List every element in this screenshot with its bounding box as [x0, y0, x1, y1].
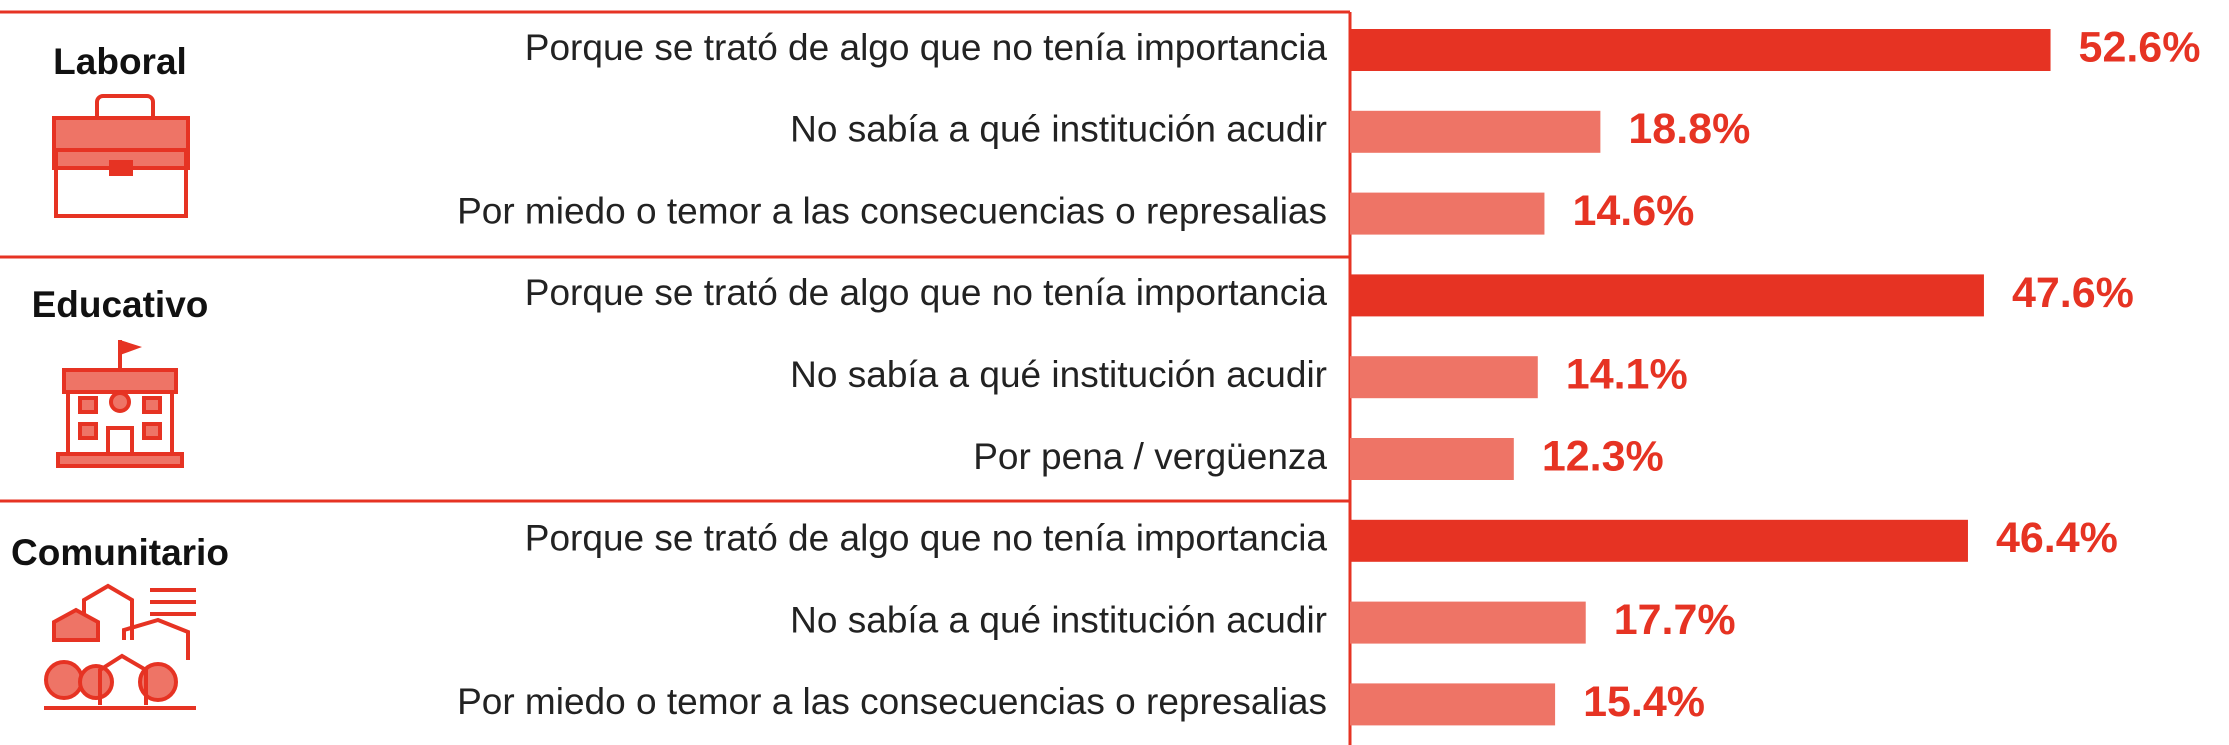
value-label: 12.3%	[1542, 432, 1664, 480]
bar	[1350, 274, 1984, 317]
category-label: No sabía a qué institución acudir	[790, 599, 1327, 640]
bar	[1350, 519, 1968, 562]
category-label: Porque se trató de algo que no tenía imp…	[525, 27, 1328, 68]
bar	[1350, 29, 2051, 71]
bar	[1350, 601, 1586, 644]
category-label: No sabía a qué institución acudir	[790, 354, 1327, 395]
bar	[1350, 110, 1601, 153]
category-label: Por pena / vergüenza	[973, 436, 1327, 477]
value-label: 52.6%	[2079, 23, 2201, 71]
community-icon	[44, 583, 196, 710]
group-label: Laboral	[53, 41, 187, 82]
value-label: 14.6%	[1572, 187, 1694, 235]
briefcase-icon	[52, 94, 190, 218]
category-label: Por miedo o temor a las consecuencias o …	[457, 681, 1327, 722]
school-icon	[56, 340, 184, 468]
value-label: 17.7%	[1614, 596, 1736, 644]
value-label: 15.4%	[1583, 678, 1705, 726]
value-label: 14.1%	[1566, 351, 1688, 399]
category-label: Por miedo o temor a las consecuencias o …	[457, 190, 1327, 231]
bar	[1350, 438, 1514, 480]
category-label: No sabía a qué institución acudir	[790, 109, 1327, 150]
bar	[1350, 192, 1545, 235]
bar	[1350, 683, 1556, 726]
value-label: 47.6%	[2012, 269, 2134, 317]
category-label: Porque se trató de algo que no tenía imp…	[525, 518, 1328, 559]
bar	[1350, 356, 1538, 399]
value-label: 46.4%	[1996, 514, 2118, 562]
category-label: Porque se trató de algo que no tenía imp…	[525, 272, 1328, 313]
value-label: 18.8%	[1628, 105, 1750, 153]
group-label: Educativo	[32, 284, 209, 325]
group-label: Comunitario	[11, 532, 229, 573]
